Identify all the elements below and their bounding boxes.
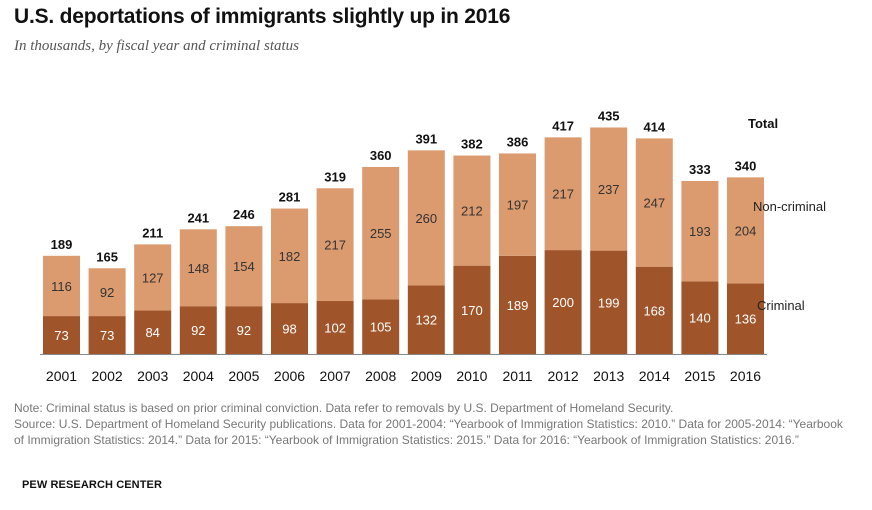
data-label-total: 414	[643, 119, 665, 134]
data-label-non-criminal: 127	[142, 270, 164, 285]
x-tick-label: 2010	[456, 368, 487, 384]
data-label-criminal: 136	[735, 312, 757, 327]
x-tick-label: 2016	[730, 368, 761, 384]
data-label-criminal: 84	[145, 325, 159, 340]
data-label-criminal: 140	[689, 311, 711, 326]
data-label-non-criminal: 193	[689, 224, 711, 239]
data-label-non-criminal: 255	[370, 226, 392, 241]
data-label-non-criminal: 247	[643, 196, 665, 211]
data-label-non-criminal: 116	[51, 279, 72, 294]
data-label-non-criminal: 217	[324, 238, 346, 253]
x-tick-label: 2015	[684, 368, 715, 384]
data-label-total: 417	[552, 118, 574, 133]
data-label-non-criminal: 182	[279, 249, 301, 264]
data-label-total: 435	[598, 108, 620, 123]
x-tick-label: 2009	[411, 368, 442, 384]
note-text: Note: Criminal status is based on prior …	[14, 400, 854, 416]
notes-block: Note: Criminal status is based on prior …	[14, 400, 854, 448]
data-label-non-criminal: 260	[415, 211, 437, 226]
data-label-criminal: 199	[598, 295, 620, 310]
data-label-non-criminal: 154	[233, 259, 255, 274]
data-label-criminal: 102	[324, 321, 346, 336]
data-label-total: 211	[142, 225, 163, 240]
data-label-criminal: 200	[552, 295, 574, 310]
data-label-criminal: 92	[191, 323, 205, 338]
x-tick-label: 2003	[137, 368, 168, 384]
x-tick-label: 2012	[548, 368, 579, 384]
data-label-non-criminal: 197	[507, 198, 529, 213]
data-label-total: 333	[689, 162, 711, 177]
data-label-non-criminal: 148	[187, 261, 209, 276]
data-label-total: 382	[461, 137, 483, 152]
legend-total: Total	[748, 116, 778, 131]
data-label-total: 165	[96, 249, 118, 264]
x-tick-label: 2014	[639, 368, 670, 384]
data-label-total: 189	[51, 237, 73, 252]
x-tick-label: 2001	[46, 368, 77, 384]
x-tick-label: 2013	[593, 368, 624, 384]
source-text: Source: U.S. Department of Homeland Secu…	[14, 416, 854, 448]
x-tick-label: 2002	[92, 368, 123, 384]
data-label-criminal: 170	[461, 303, 483, 318]
x-tick-label: 2005	[228, 368, 259, 384]
data-label-criminal: 73	[100, 328, 114, 343]
x-tick-label: 2007	[320, 368, 351, 384]
x-tick-label: 2006	[274, 368, 305, 384]
data-label-total: 340	[735, 158, 757, 173]
data-label-total: 360	[370, 148, 392, 163]
data-label-criminal: 168	[643, 303, 665, 318]
data-label-criminal: 92	[237, 323, 251, 338]
data-label-non-criminal: 212	[461, 204, 483, 219]
data-label-criminal: 189	[507, 298, 529, 313]
data-label-non-criminal: 92	[100, 285, 114, 300]
x-tick-label: 2008	[365, 368, 396, 384]
data-label-criminal: 105	[370, 320, 392, 335]
data-label-non-criminal: 217	[552, 187, 574, 202]
data-label-total: 386	[507, 134, 529, 149]
x-tick-label: 2004	[183, 368, 214, 384]
data-label-criminal: 73	[54, 328, 68, 343]
brand-label: PEW RESEARCH CENTER	[22, 479, 162, 491]
data-label-criminal: 132	[415, 313, 437, 328]
legend-criminal: Criminal	[757, 298, 805, 313]
x-tick-label: 2011	[502, 368, 532, 384]
data-label-total: 319	[324, 169, 346, 184]
stacked-bar-chart: 73 116 189 2001 73 92 165 2002 84 127 211 2003 92 148…	[0, 0, 872, 400]
data-label-criminal: 98	[282, 322, 296, 337]
legend-non-criminal: Non-criminal	[753, 199, 826, 214]
data-label-total: 246	[233, 207, 255, 222]
data-label-total: 391	[415, 131, 437, 146]
data-label-total: 241	[187, 210, 209, 225]
data-label-non-criminal: 237	[598, 182, 620, 197]
data-label-non-criminal: 204	[735, 223, 757, 238]
data-label-total: 281	[279, 190, 301, 205]
